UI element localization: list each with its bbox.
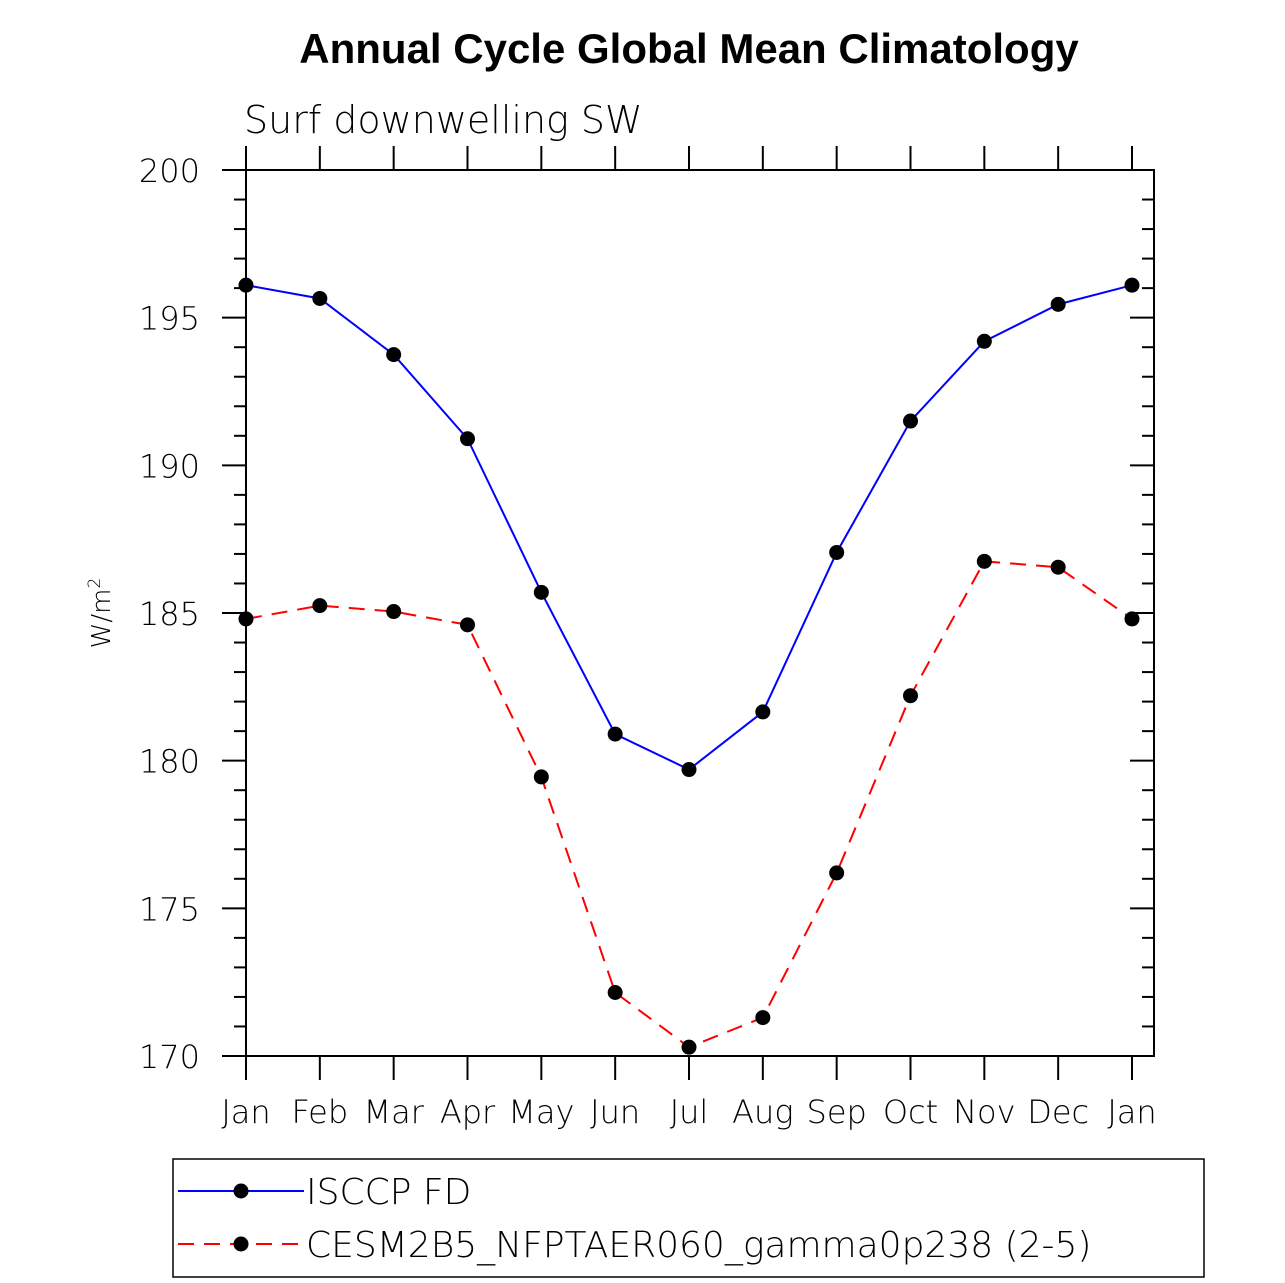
axes-layer: 170 175 180 185 190 195 200 Jan Feb Mar Apr May Jun J… xyxy=(85,146,1157,1131)
legend-marker-2 xyxy=(233,1236,249,1252)
x-tick-label: Feb xyxy=(292,1093,349,1131)
plot-frame xyxy=(245,169,1155,1057)
series-1-point xyxy=(1050,296,1066,312)
y-tick-label: 180 xyxy=(139,743,200,781)
chart-subtitle: Surf downwelling SW xyxy=(244,98,643,142)
series-2-point xyxy=(460,617,475,633)
series-2-point xyxy=(903,688,918,704)
y-axis-label-text: W/m xyxy=(87,589,117,649)
y-tick-label: 195 xyxy=(139,300,200,338)
chart-title: Annual Cycle Global Mean Climatology xyxy=(299,25,1079,72)
series-2-point xyxy=(755,1010,771,1026)
series-1-point xyxy=(533,584,549,600)
series-line-1 xyxy=(245,284,1133,771)
y-tick-label: 175 xyxy=(139,890,200,928)
x-tick-label: Aug xyxy=(732,1093,793,1131)
legend-marker-1 xyxy=(233,1183,249,1199)
x-tick-label: May xyxy=(508,1093,574,1131)
legend-label-1: ISCCP FD xyxy=(306,1172,471,1213)
series-1-point xyxy=(755,704,771,720)
series-1-point xyxy=(386,347,402,363)
series-2-point xyxy=(312,598,328,614)
x-tick-label: Jun xyxy=(590,1093,640,1131)
x-tick-label: Apr xyxy=(440,1093,496,1131)
series-1-point xyxy=(681,762,697,778)
series-1-point xyxy=(312,290,328,306)
series-1-point xyxy=(829,544,845,560)
series-2-point xyxy=(533,769,549,785)
series-1-point xyxy=(460,431,475,447)
x-tick-label: Jan xyxy=(221,1093,270,1131)
y-tick-label: 200 xyxy=(139,152,200,190)
y-tick-label: 190 xyxy=(139,447,200,485)
legend-label-2: CESM2B5_NFPTAER060_gamma0p238 (2-5) xyxy=(306,1225,1091,1266)
x-tick-label: Sep xyxy=(807,1093,867,1131)
y-axis-label: W/m2 xyxy=(85,578,117,649)
legend: ISCCP FD CESM2B5_NFPTAER060_gamma0p238 (2… xyxy=(172,1158,1205,1278)
x-tick-label: Mar xyxy=(363,1093,424,1131)
series-line-2 xyxy=(245,560,1133,1049)
x-tick-label: Jan xyxy=(1107,1093,1156,1131)
series-2-point xyxy=(386,604,402,620)
x-tick-label: Nov xyxy=(953,1093,1015,1131)
series-1-point xyxy=(607,726,623,742)
series-1-point xyxy=(903,413,918,429)
series-2-point xyxy=(976,553,992,569)
series-2-point xyxy=(1050,559,1066,575)
y-tick-label: 170 xyxy=(139,1038,200,1076)
series-2-point xyxy=(829,865,845,881)
series-1-point xyxy=(976,333,992,349)
legend-box xyxy=(172,1158,1205,1278)
series-2-point xyxy=(238,611,254,627)
series-2-point xyxy=(607,985,623,1001)
series-1-point xyxy=(1124,277,1140,293)
series-1-point xyxy=(238,277,254,293)
series-2-point xyxy=(1124,611,1140,627)
x-tick-label: Jul xyxy=(670,1093,709,1131)
series-layer xyxy=(238,277,1140,1055)
x-tick-label: Oct xyxy=(883,1093,938,1131)
x-tick-label: Dec xyxy=(1027,1093,1089,1131)
y-axis-label-superscript: 2 xyxy=(85,578,105,589)
y-tick-label: 185 xyxy=(139,595,200,633)
series-2-point xyxy=(681,1039,697,1055)
